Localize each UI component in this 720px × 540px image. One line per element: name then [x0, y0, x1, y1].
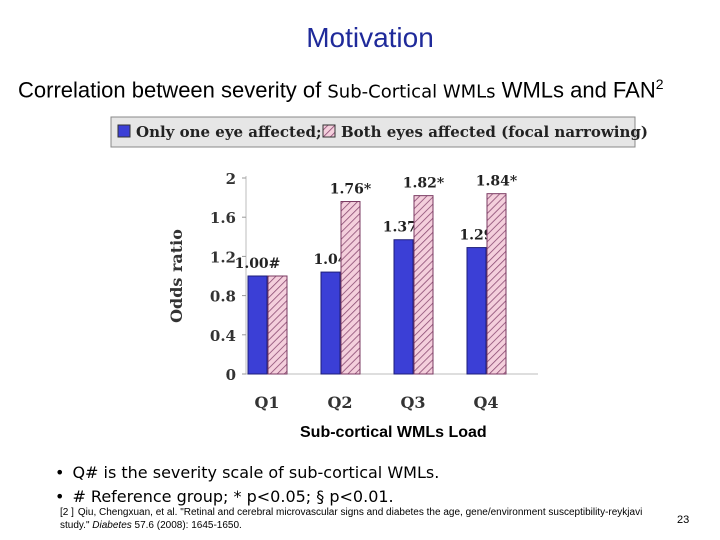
bar-one-eye — [393, 239, 414, 375]
bar-both-eyes — [267, 275, 288, 375]
legend-swatch — [117, 124, 131, 138]
reference-details: 57.6 (2008): 1645-1650. — [134, 520, 242, 531]
subtitle-mid: Sub-Cortical WMLs — [327, 81, 496, 103]
y-tick-label: 1.2 — [210, 248, 236, 266]
x-tick-label: Q3 — [400, 393, 425, 412]
bullet-item: Q# is the severity scale of sub-cortical… — [55, 461, 439, 485]
bullet-item: # Reference group; * p<0.05; § p<0.01. — [55, 485, 439, 509]
y-tick-label: 0.4 — [210, 327, 236, 345]
data-label: 1.76* — [330, 182, 372, 198]
reference-index: [2 ] — [60, 507, 74, 518]
data-label: 1.84* — [476, 174, 518, 190]
slide-title: Motivation — [306, 22, 434, 53]
y-tick-label: 2 — [226, 170, 236, 188]
slide-subtitle: Correlation between severity of Sub-Cort… — [18, 70, 708, 106]
data-label: 1.00# — [235, 256, 281, 272]
x-tick-label: Q4 — [473, 393, 498, 412]
y-axis-label: Odds ratio — [167, 229, 186, 323]
legend-swatch — [322, 124, 336, 138]
data-label: 1.04 — [313, 252, 347, 268]
legend-label: Both eyes affected (focal narrowing) — [341, 123, 648, 141]
y-tick-label: 1.6 — [210, 209, 236, 227]
subtitle-end: WMLs and FAN — [495, 77, 656, 103]
y-tick-label: 0.8 — [210, 288, 236, 306]
page-number: 23 — [677, 514, 690, 526]
bar-both-eyes — [340, 201, 361, 375]
bullet-list: Q# is the severity scale of sub-cortical… — [55, 461, 439, 509]
data-label: 1.29 — [459, 228, 493, 244]
reference-journal: Diabetes — [92, 520, 132, 531]
x-tick-label: Q1 — [254, 393, 279, 412]
plot-area: 0 0.4 0.8 1.2 1.6 2 Odds ratio 1.00# Q1 1.04 1.76*… — [167, 170, 538, 412]
subtitle-superscript: 2 — [655, 76, 664, 92]
x-axis-caption: Sub-cortical WMLs Load — [300, 424, 487, 441]
reference-text: Qiu, Chengxuan, et al. "Retinal and cere… — [60, 507, 643, 531]
subtitle-start: Correlation between severity of — [18, 77, 328, 103]
y-tick-label: 0 — [226, 366, 236, 384]
bar-both-eyes — [486, 193, 507, 375]
reference-citation: [2 ] Qiu, Chengxuan, et al. "Retinal and … — [60, 506, 670, 532]
bar-one-eye — [320, 271, 341, 375]
bar-one-eye — [466, 247, 487, 375]
chart-legend: Only one eye affected; Both eyes affected… — [110, 116, 648, 148]
bar-one-eye — [247, 275, 268, 375]
bar-both-eyes — [413, 195, 434, 375]
legend-label: Only one eye affected; — [136, 123, 322, 141]
data-label: 1.82* — [403, 176, 445, 192]
legend-box — [110, 116, 636, 148]
x-tick-label: Q2 — [327, 393, 352, 412]
